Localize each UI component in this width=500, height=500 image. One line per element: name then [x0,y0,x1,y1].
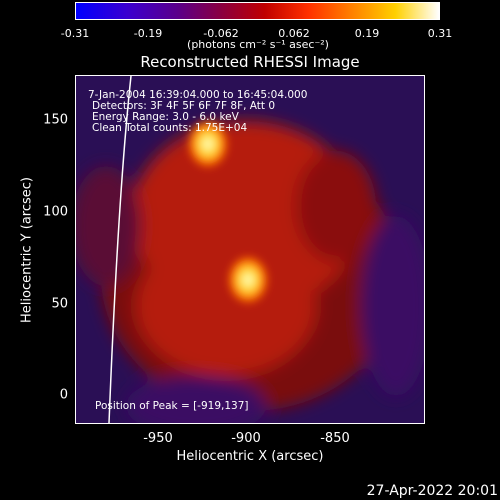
colorbar-tick: 0.062 [278,27,310,40]
x-tick-label: -900 [231,431,261,446]
emission-region [296,151,376,261]
y-tick-label: 100 [43,204,68,220]
colorbar-tick: -0.31 [60,27,90,40]
annotation-peak: Position of Peak = [-919,137] [95,400,249,412]
plot-title: Reconstructed RHESSI Image [140,53,360,71]
heatmap-plot: 7-Jan-2004 16:39:04.000 to 16:45:04.000 … [75,75,425,424]
x-tick-label: -950 [143,431,173,446]
colorbar-tick: -0.19 [133,27,163,40]
colorbar-units: (photons cm⁻² s⁻¹ asec⁻²) [187,38,329,51]
y-axis-label: Heliocentric Y (arcsec) [19,177,35,323]
colorbar-tick: 0.19 [354,27,380,40]
emission-peak-2 [226,253,271,306]
emission-peak-1 [185,117,230,170]
heatmap-svg: 7-Jan-2004 16:39:04.000 to 16:45:04.000 … [76,76,424,423]
annotation-clean: Clean Total counts: 1.75E+04 [92,122,247,134]
emission-region [136,236,316,376]
x-axis-label: Heliocentric X (arcsec) [176,449,324,464]
colorbar-tick: -0.062 [203,27,239,40]
y-tick-label: 0 [59,387,68,403]
annotation-energy: Energy Range: 3.0 - 6.0 keV [92,111,240,123]
solar-limb-line [108,76,132,423]
annotation-time: 7-Jan-2004 16:39:04.000 to 16:45:04.000 [88,89,307,101]
y-tick-label: 50 [51,296,68,312]
annotation-detectors: Detectors: 3F 4F 5F 6F 7F 8F, Att 0 [92,100,275,112]
timestamp: 27-Apr-2022 20:01 [366,483,498,499]
y-tick-label: 150 [43,112,68,128]
emission-region [361,216,424,396]
colorbar [75,2,440,20]
emission-region [76,166,141,286]
colorbar-tick: 0.31 [427,27,453,40]
emission-region [126,376,266,423]
x-tick-label: -850 [320,431,350,446]
